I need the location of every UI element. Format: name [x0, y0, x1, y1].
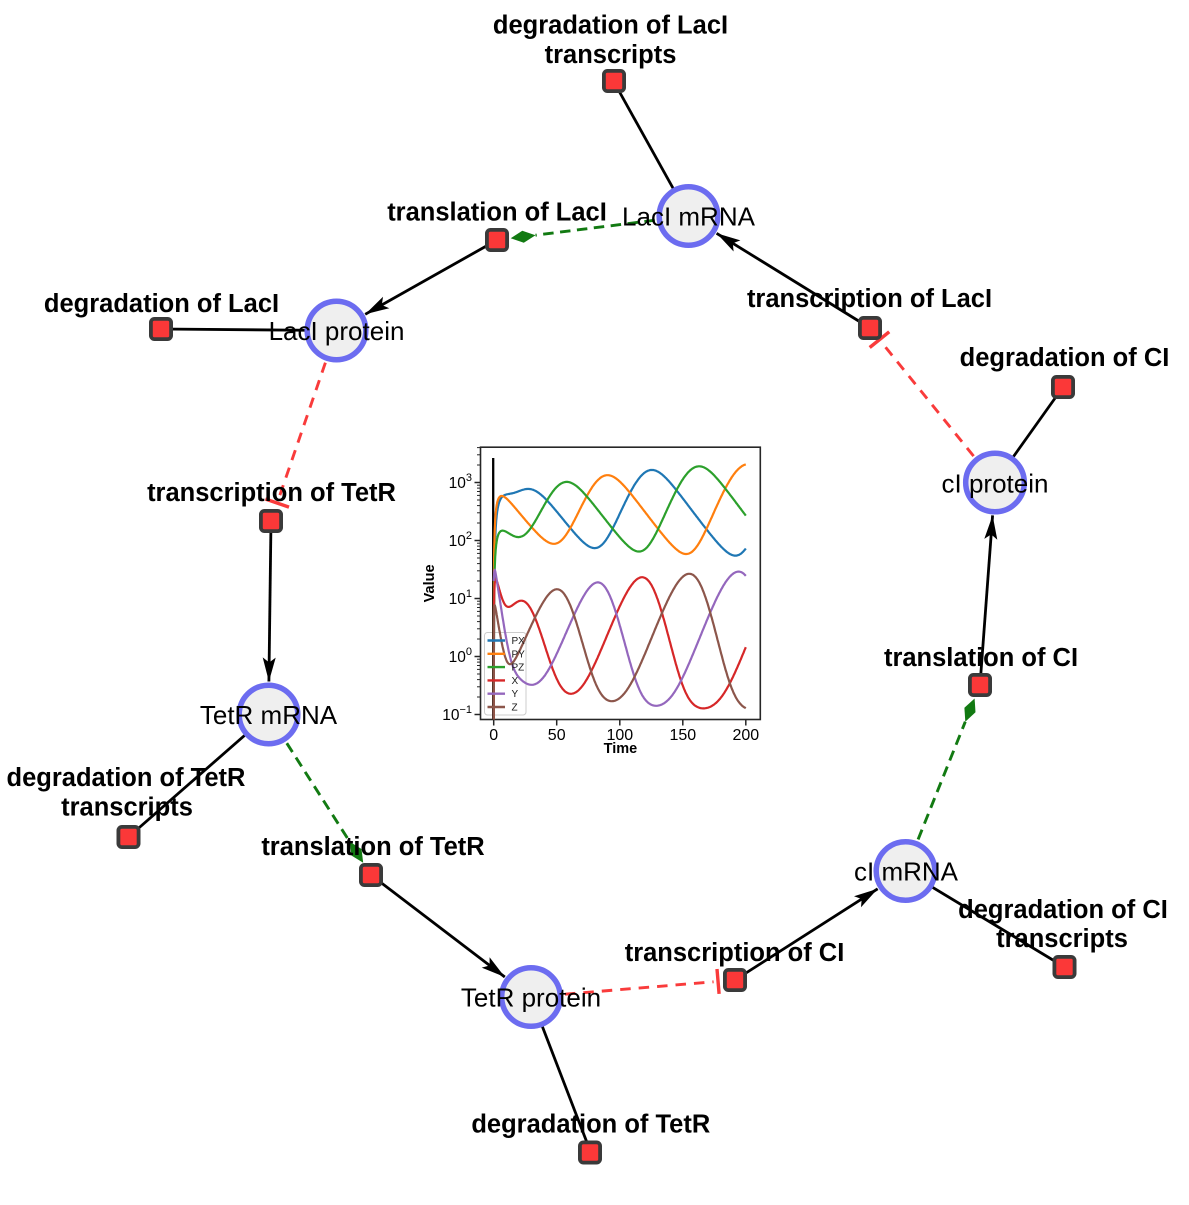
- svg-text:TetR mRNA: TetR mRNA: [200, 700, 338, 730]
- svg-text:translation of LacI: translation of LacI: [387, 199, 607, 227]
- svg-text:cI protein: cI protein: [942, 469, 1049, 499]
- svg-text:transcripts: transcripts: [996, 925, 1128, 953]
- svg-text:cI mRNA: cI mRNA: [854, 857, 959, 887]
- svg-text:100: 100: [606, 727, 633, 744]
- svg-text:PZ: PZ: [512, 663, 525, 674]
- svg-text:Z: Z: [512, 703, 518, 714]
- svg-text:translation of CI: translation of CI: [884, 644, 1078, 672]
- svg-text:X: X: [512, 676, 519, 687]
- svg-text:degradation of TetR: degradation of TetR: [471, 1111, 710, 1139]
- svg-text:degradation of CI: degradation of CI: [958, 896, 1168, 924]
- svg-text:Time: Time: [604, 741, 638, 757]
- svg-text:LacI protein: LacI protein: [269, 316, 405, 346]
- svg-text:degradation of CI: degradation of CI: [960, 344, 1170, 372]
- svg-text:PX: PX: [512, 636, 526, 647]
- svg-text:Y: Y: [512, 689, 519, 700]
- svg-text:degradation of TetR: degradation of TetR: [7, 764, 246, 792]
- svg-text:50: 50: [548, 727, 566, 744]
- svg-text:Value: Value: [422, 564, 438, 602]
- svg-text:transcripts: transcripts: [61, 794, 193, 822]
- svg-text:0: 0: [489, 727, 498, 744]
- svg-text:degradation of LacI: degradation of LacI: [493, 12, 728, 40]
- svg-text:transcription of TetR: transcription of TetR: [147, 479, 396, 507]
- svg-text:transcripts: transcripts: [545, 41, 677, 69]
- svg-text:transcription of CI: transcription of CI: [625, 939, 845, 967]
- svg-text:degradation of LacI: degradation of LacI: [44, 290, 279, 318]
- svg-text:translation of TetR: translation of TetR: [261, 833, 484, 861]
- svg-text:transcription of LacI: transcription of LacI: [747, 285, 992, 313]
- svg-text:LacI mRNA: LacI mRNA: [622, 202, 756, 232]
- svg-text:150: 150: [669, 727, 696, 744]
- svg-text:TetR protein: TetR protein: [461, 983, 601, 1013]
- svg-text:200: 200: [732, 727, 759, 744]
- svg-text:PY: PY: [512, 649, 526, 660]
